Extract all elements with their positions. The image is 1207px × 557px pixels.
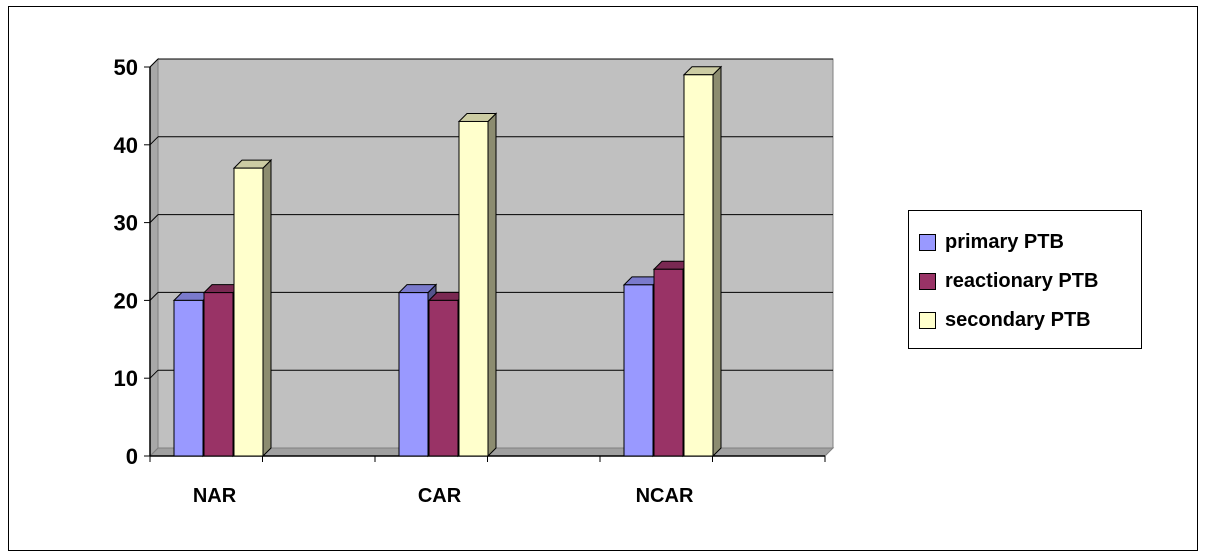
bar-side: [262, 158, 272, 458]
legend-swatch-secondary: [919, 312, 936, 329]
bar-side: [712, 65, 722, 458]
legend-label-primary: primary PTB: [945, 231, 1064, 253]
y-tick-label: 20: [114, 288, 138, 313]
legend-item-reactionary: reactionary PTB: [919, 262, 1141, 301]
legend: primary PTB reactionary PTB secondary PT…: [908, 210, 1142, 349]
bar: [428, 299, 459, 457]
x-category-label: NCAR: [636, 485, 694, 507]
bar: [623, 284, 654, 457]
legend-swatch-primary: [919, 234, 936, 251]
y-tick-label: 0: [126, 444, 138, 469]
plot-side-wall: [149, 57, 159, 458]
x-category-label: NAR: [193, 485, 237, 507]
bar: [173, 299, 204, 457]
bar: [233, 167, 264, 457]
bar: [398, 292, 429, 457]
x-category-label: CAR: [418, 485, 462, 507]
legend-item-secondary: secondary PTB: [919, 301, 1141, 340]
bar: [458, 120, 489, 457]
bar: [653, 268, 684, 457]
legend-label-reactionary: reactionary PTB: [945, 270, 1099, 292]
bar-side: [487, 112, 497, 458]
y-tick-label: 50: [114, 55, 138, 80]
legend-item-primary: primary PTB: [919, 223, 1141, 262]
bar: [683, 74, 714, 457]
y-tick-label: 10: [114, 366, 138, 391]
gridline-depth: [149, 214, 159, 223]
legend-swatch-reactionary: [919, 273, 936, 290]
legend-label-secondary: secondary PTB: [945, 309, 1091, 331]
gridline-depth: [149, 58, 159, 68]
y-tick-label: 30: [114, 211, 138, 236]
y-tick-label: 40: [114, 133, 138, 158]
gridline-depth: [149, 136, 159, 146]
gridline-depth: [149, 369, 159, 379]
bar: [203, 292, 234, 457]
gridline-depth: [149, 292, 159, 301]
